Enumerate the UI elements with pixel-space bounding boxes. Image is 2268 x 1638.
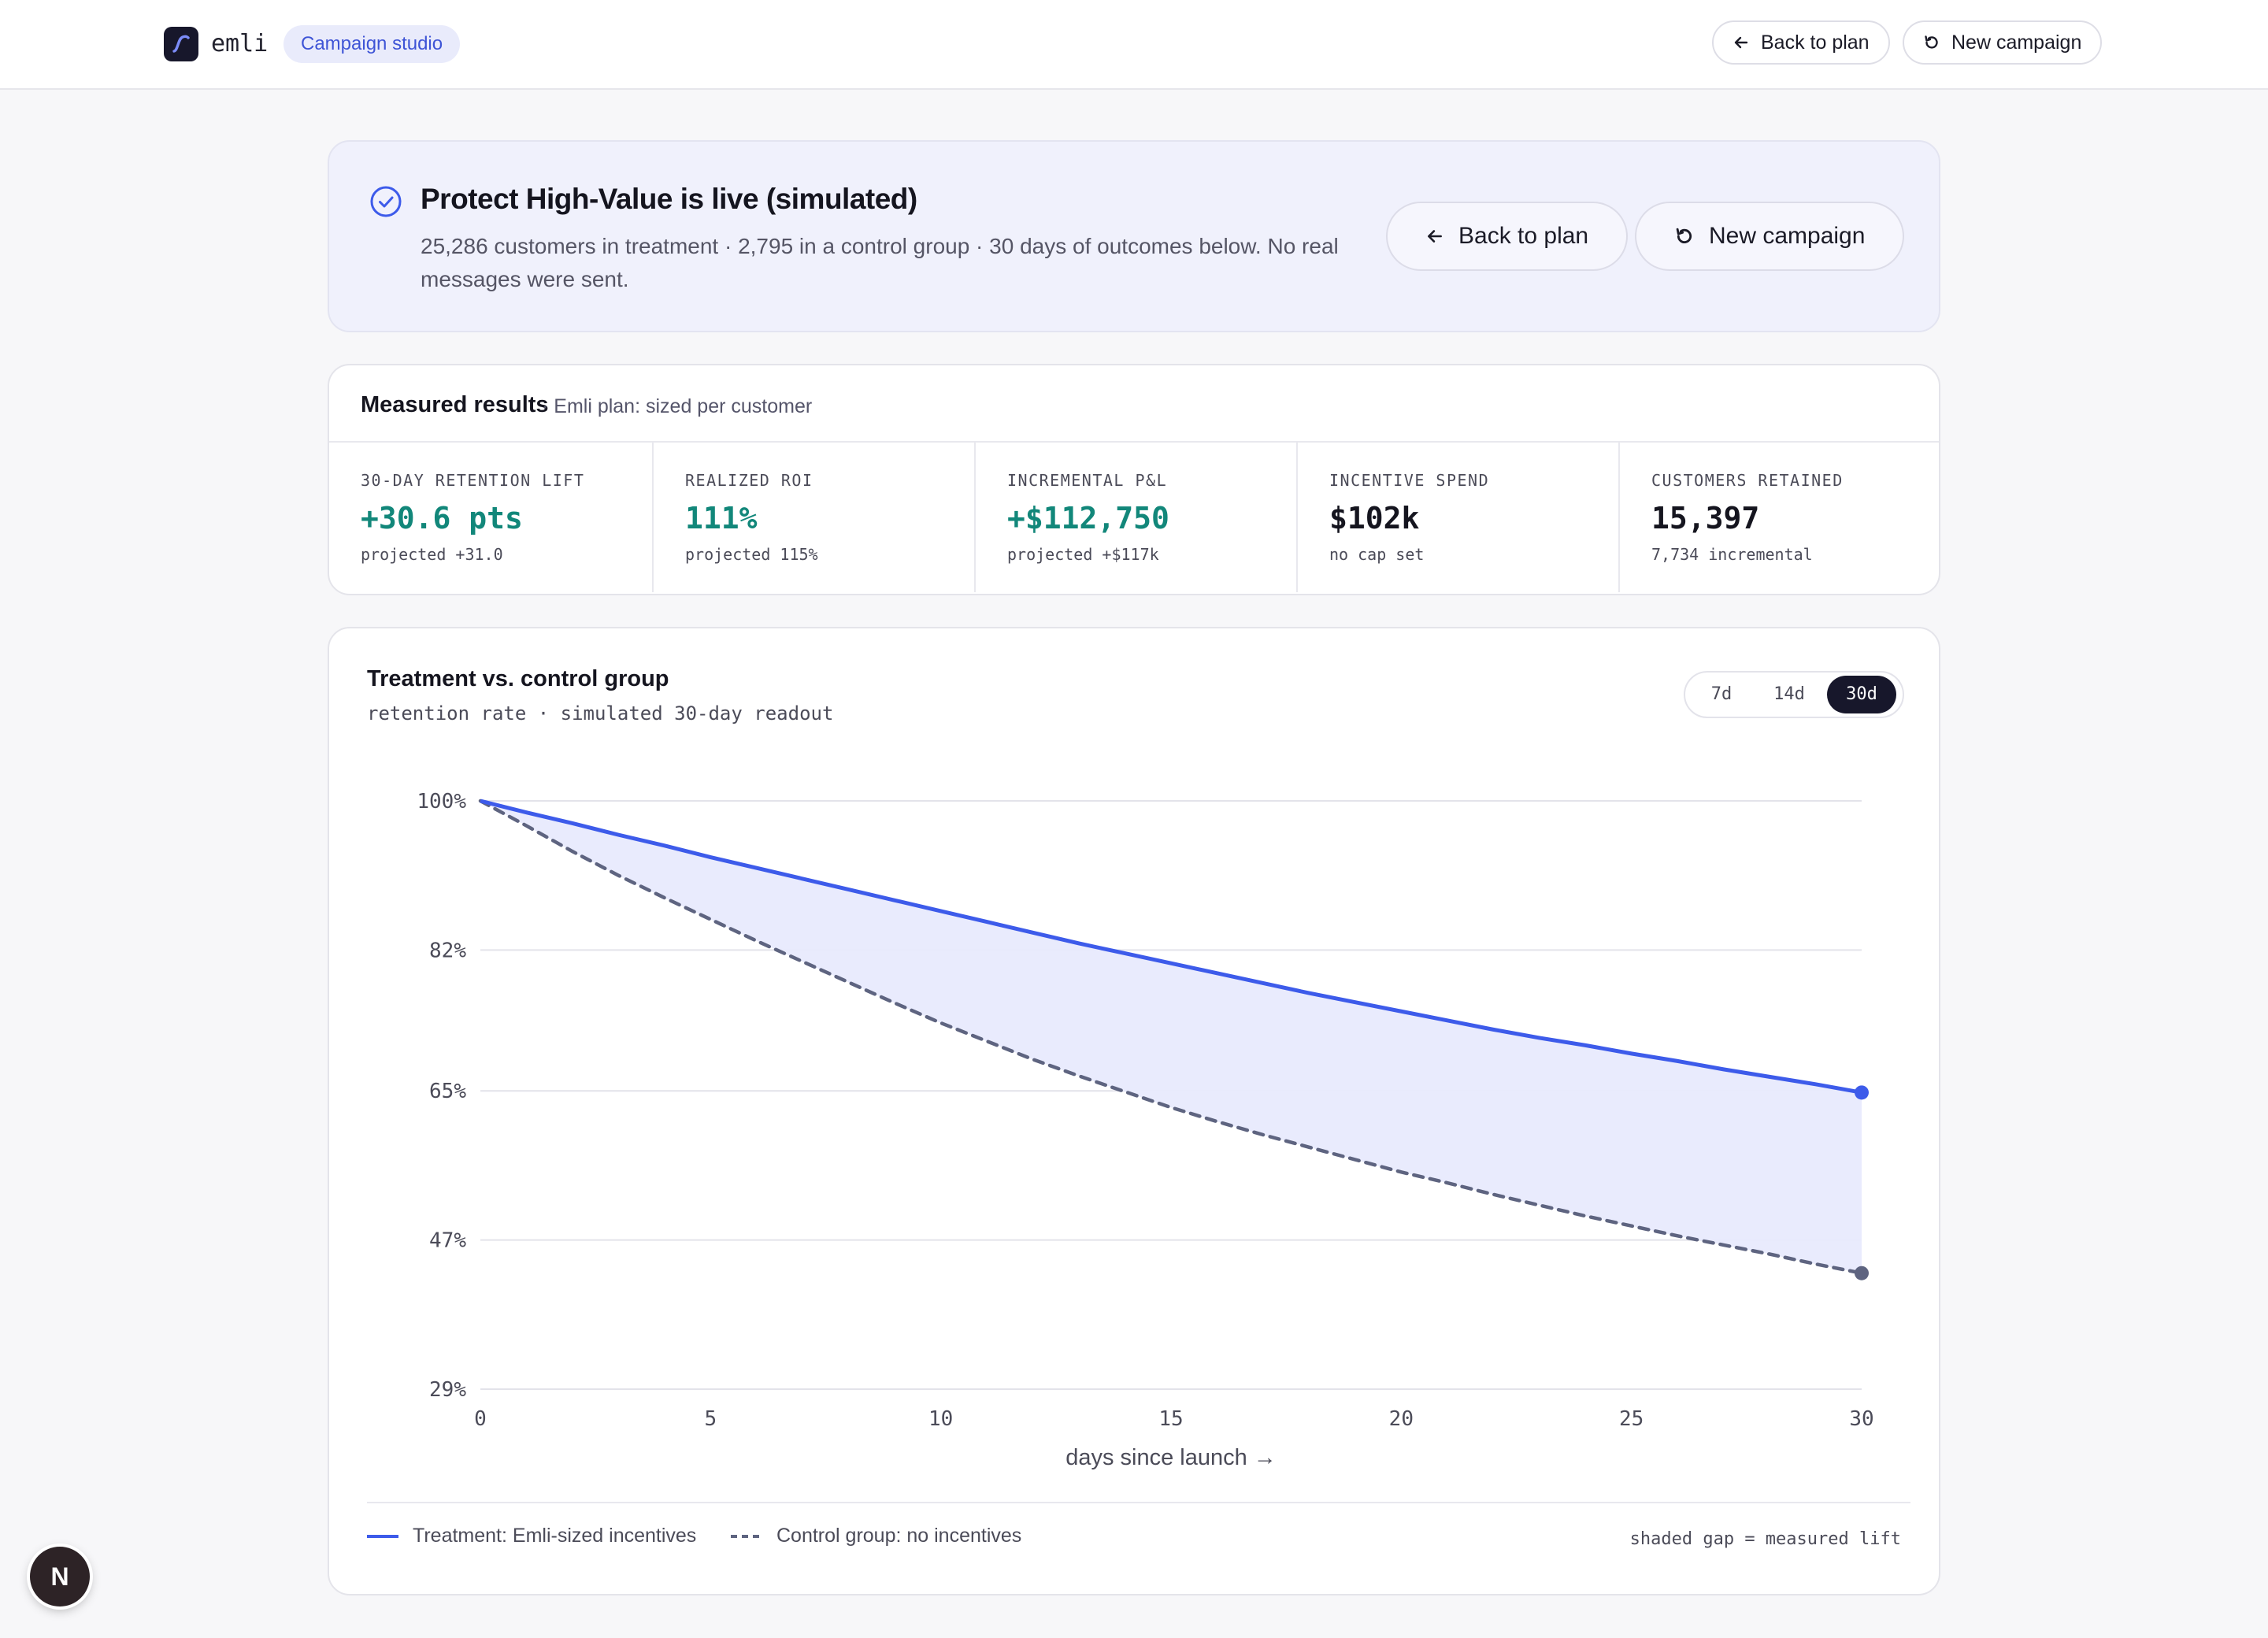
treatment-series-line — [480, 799, 1862, 1095]
user-avatar[interactable]: N — [30, 1547, 90, 1606]
metric-label: 30-DAY RETENTION LIFT — [361, 471, 585, 490]
metric-label: CUSTOMERS RETAINED — [1651, 471, 1844, 490]
metric-value: +$112,750 — [1007, 501, 1169, 536]
back-to-plan-button[interactable]: Back to plan — [1712, 20, 1890, 65]
treatment-vs-control-card: Treatment vs. control group retention ra… — [328, 627, 1940, 1595]
metric-label: INCREMENTAL P&L — [1007, 471, 1168, 490]
range-14d-tab[interactable]: 14d — [1773, 684, 1805, 704]
retention-line-chart: 29% 47% 65% 82% 100% 0 5 10 15 20 25 30 days since l… — [417, 790, 1873, 1470]
y-tick-label: 100% — [417, 790, 466, 813]
brand-name: emli — [211, 30, 269, 57]
check-circle-icon — [370, 186, 402, 217]
legend-treatment-label: Treatment: Emli-sized incentives — [413, 1525, 697, 1547]
legend-treatment: Treatment: Emli-sized incentives — [367, 1525, 696, 1547]
measured-lift-area — [480, 801, 1862, 1273]
results-note: · Emli plan: sized per customer — [542, 395, 813, 417]
new-campaign-button[interactable]: New campaign — [1903, 20, 2103, 65]
dashed-line-swatch-icon — [731, 1534, 762, 1538]
metric-incentive-spend: INCENTIVE SPEND $102k no cap set — [1296, 443, 1618, 592]
chart-subtitle: retention rate · simulated 30-day readou… — [367, 702, 834, 724]
legend-control: Control group: no incentives — [731, 1525, 1021, 1547]
x-tick-label: 15 — [1158, 1407, 1183, 1431]
y-tick-label: 47% — [429, 1229, 466, 1253]
emli-logo-icon[interactable] — [164, 27, 198, 61]
metric-value: $102k — [1329, 501, 1420, 536]
x-tick-label: 30 — [1849, 1407, 1873, 1431]
metric-customers-retained: CUSTOMERS RETAINED 15,397 7,734 incremen… — [1618, 443, 1939, 592]
metric-foot: projected +$117k — [1007, 545, 1159, 564]
metric-retention-lift: 30-DAY RETENTION LIFT +30.6 pts projecte… — [329, 443, 652, 592]
x-tick-label: 25 — [1619, 1407, 1644, 1431]
metric-value: 111% — [685, 501, 758, 536]
metric-value: +30.6 pts — [361, 501, 523, 536]
new-campaign-label: New campaign — [1951, 31, 2082, 54]
y-tick-label: 82% — [429, 939, 466, 962]
solid-line-swatch-icon — [367, 1534, 398, 1538]
refresh-icon — [1925, 35, 1938, 49]
x-tick-label: 20 — [1389, 1407, 1414, 1431]
x-axis-label: days since launch → — [1065, 1445, 1277, 1470]
range-7d-tab[interactable]: 7d — [1710, 684, 1732, 704]
x-tick-label: 0 — [474, 1407, 487, 1431]
refresh-icon — [1676, 228, 1692, 243]
metric-foot: no cap set — [1329, 545, 1425, 564]
range-30d-tab[interactable]: 30d — [1827, 676, 1896, 713]
control-endpoint — [1855, 1266, 1869, 1280]
legend-control-label: Control group: no incentives — [776, 1525, 1022, 1547]
legend-note: shaded gap = measured lift — [1629, 1529, 1901, 1549]
legend-divider — [367, 1502, 1910, 1503]
range-selector: 7d 14d 30d — [1684, 671, 1904, 718]
metric-label: REALIZED ROI — [685, 471, 813, 490]
control-series-line — [478, 799, 1864, 1275]
banner-back-to-plan-label: Back to plan — [1458, 223, 1589, 249]
metric-foot: projected 115% — [685, 545, 818, 564]
metric-realized-roi: REALIZED ROI 111% projected 115% — [652, 443, 974, 592]
metric-value: 15,397 — [1651, 501, 1760, 536]
banner-new-campaign-button[interactable]: New campaign — [1635, 202, 1905, 271]
metric-foot: 7,734 incremental — [1651, 545, 1813, 564]
results-heading: Measured results — [361, 392, 549, 417]
banner-new-campaign-label: New campaign — [1709, 223, 1866, 249]
y-tick-label: 29% — [429, 1378, 466, 1402]
banner-title: Protect High-Value is live (simulated) — [421, 183, 917, 215]
back-to-plan-label: Back to plan — [1761, 31, 1870, 54]
arrow-left-icon — [1428, 230, 1442, 243]
metric-label: INCENTIVE SPEND — [1329, 471, 1490, 490]
metric-foot: projected +31.0 — [361, 545, 503, 564]
metric-incremental-pl: INCREMENTAL P&L +$112,750 projected +$11… — [974, 443, 1296, 592]
campaign-studio-badge: Campaign studio — [284, 25, 461, 63]
chart-title: Treatment vs. control group — [367, 666, 669, 691]
top-bar: emli Campaign studio Back to plan New ca… — [0, 0, 2268, 90]
treatment-endpoint — [1855, 1085, 1869, 1100]
results-divider — [329, 441, 1939, 443]
arrow-left-icon — [1734, 36, 1748, 49]
x-tick-label: 5 — [705, 1407, 717, 1431]
banner-subtitle: 25,286 customers in treatment · 2,795 in… — [421, 234, 1339, 291]
banner-back-to-plan-button[interactable]: Back to plan — [1386, 202, 1629, 271]
y-tick-label: 65% — [429, 1080, 466, 1103]
x-tick-label: 10 — [928, 1407, 953, 1431]
measured-results-card: Measured results · Emli plan: sized per … — [328, 364, 1940, 595]
campaign-live-banner: Protect High-Value is live (simulated) 2… — [328, 140, 1940, 332]
